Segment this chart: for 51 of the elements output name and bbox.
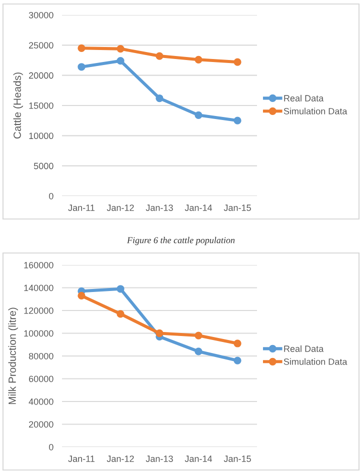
point [78,44,86,52]
y-tick-label: 120000 [24,307,54,314]
point [194,348,202,356]
point [78,63,86,71]
x-tick-label: Jan-11 [68,204,95,211]
y-tick-label: 30000 [28,12,54,18]
point [116,44,124,53]
legend-label: Real Data [284,345,324,352]
point [78,292,86,300]
y-tick-label: 20000 [29,421,54,428]
y-tick-label: 15000 [29,102,54,109]
y-tick-label: 160000 [24,262,54,268]
point [116,285,124,293]
x-tick-label: Jan-14 [184,204,212,211]
point [156,329,164,338]
point [156,52,164,60]
point [194,56,202,64]
x-tick-label: Jan-13 [146,456,173,462]
x-tick-label: Jan-12 [106,456,134,462]
y-tick-label: 5000 [34,162,54,170]
point [234,356,242,364]
y-tick-label: 140000 [24,284,54,292]
x-tick-label: Jan-15 [224,204,251,211]
y-axis-title: Cattle (Heads) [13,72,24,139]
y-tick-label: 40000 [28,398,54,405]
point [194,111,202,119]
x-tick-label: Jan-14 [184,456,212,462]
x-tick-label: Jan-11 [68,456,95,462]
point [156,94,164,102]
point [194,332,202,340]
y-tick-label: 100000 [24,330,54,337]
y-tick-label: 80000 [28,352,54,360]
y-tick-label: 25000 [29,42,54,49]
y-tick-label: 0 [49,192,54,200]
y-tick-label: 0 [49,444,54,450]
point [116,310,124,318]
point [234,116,242,124]
x-tick-label: Jan-15 [224,456,251,462]
caption: Figure 6 the cattle population [126,236,235,246]
point [116,57,124,65]
y-tick-label: 60000 [29,376,54,382]
x-tick-label: Jan-12 [106,204,134,211]
point [234,58,242,66]
legend-label: Simulation Data [284,108,348,114]
y-tick-label: 20000 [29,72,54,79]
x-tick-label: Jan-13 [146,204,173,211]
legend-label: Simulation Data [284,358,348,365]
y-axis-title: Milk Production (litre) [8,308,18,404]
y-tick-label: 10000 [29,132,54,140]
legend-label: Real Data [284,94,324,102]
point [234,340,242,348]
